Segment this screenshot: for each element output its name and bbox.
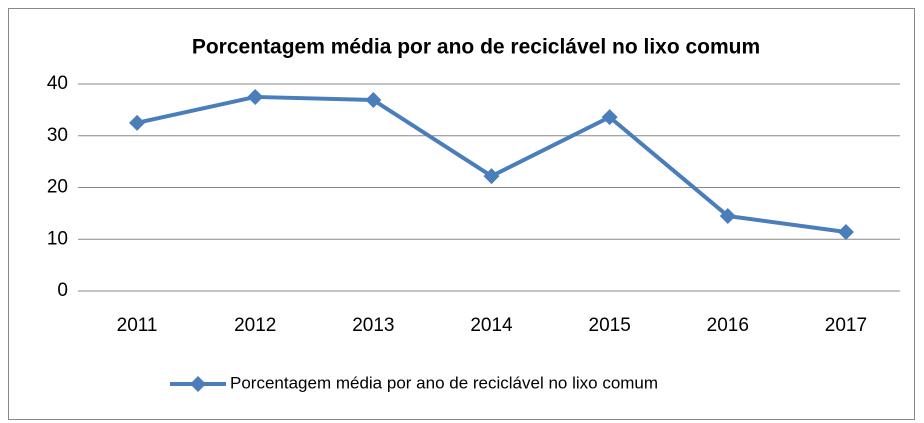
y-tick-label: 10 <box>47 228 68 249</box>
x-tick-label: 2015 <box>589 315 631 336</box>
y-tick-label: 20 <box>47 177 68 198</box>
chart-title: Porcentagem média por ano de reciclável … <box>192 36 760 59</box>
x-tick-label: 2016 <box>707 315 749 336</box>
x-tick-label: 2017 <box>825 315 867 336</box>
x-tick-label: 2012 <box>234 315 276 336</box>
point-marker <box>247 88 264 105</box>
point-marker <box>719 207 736 224</box>
point-marker <box>837 224 854 241</box>
point-marker <box>365 92 382 109</box>
x-tick-label: 2013 <box>352 315 394 336</box>
x-tick-label: 2014 <box>470 315 513 336</box>
point-marker <box>483 168 500 185</box>
chart-border <box>8 8 915 420</box>
y-tick-label: 40 <box>47 73 68 94</box>
x-tick-label: 2011 <box>117 315 158 336</box>
legend-text: Porcentagem média por ano de reciclável … <box>230 373 658 392</box>
point-marker <box>129 114 146 131</box>
point-marker <box>601 109 618 126</box>
y-tick-label: 0 <box>57 280 68 301</box>
y-tick-label: 30 <box>47 125 68 146</box>
legend-marker <box>190 376 206 392</box>
